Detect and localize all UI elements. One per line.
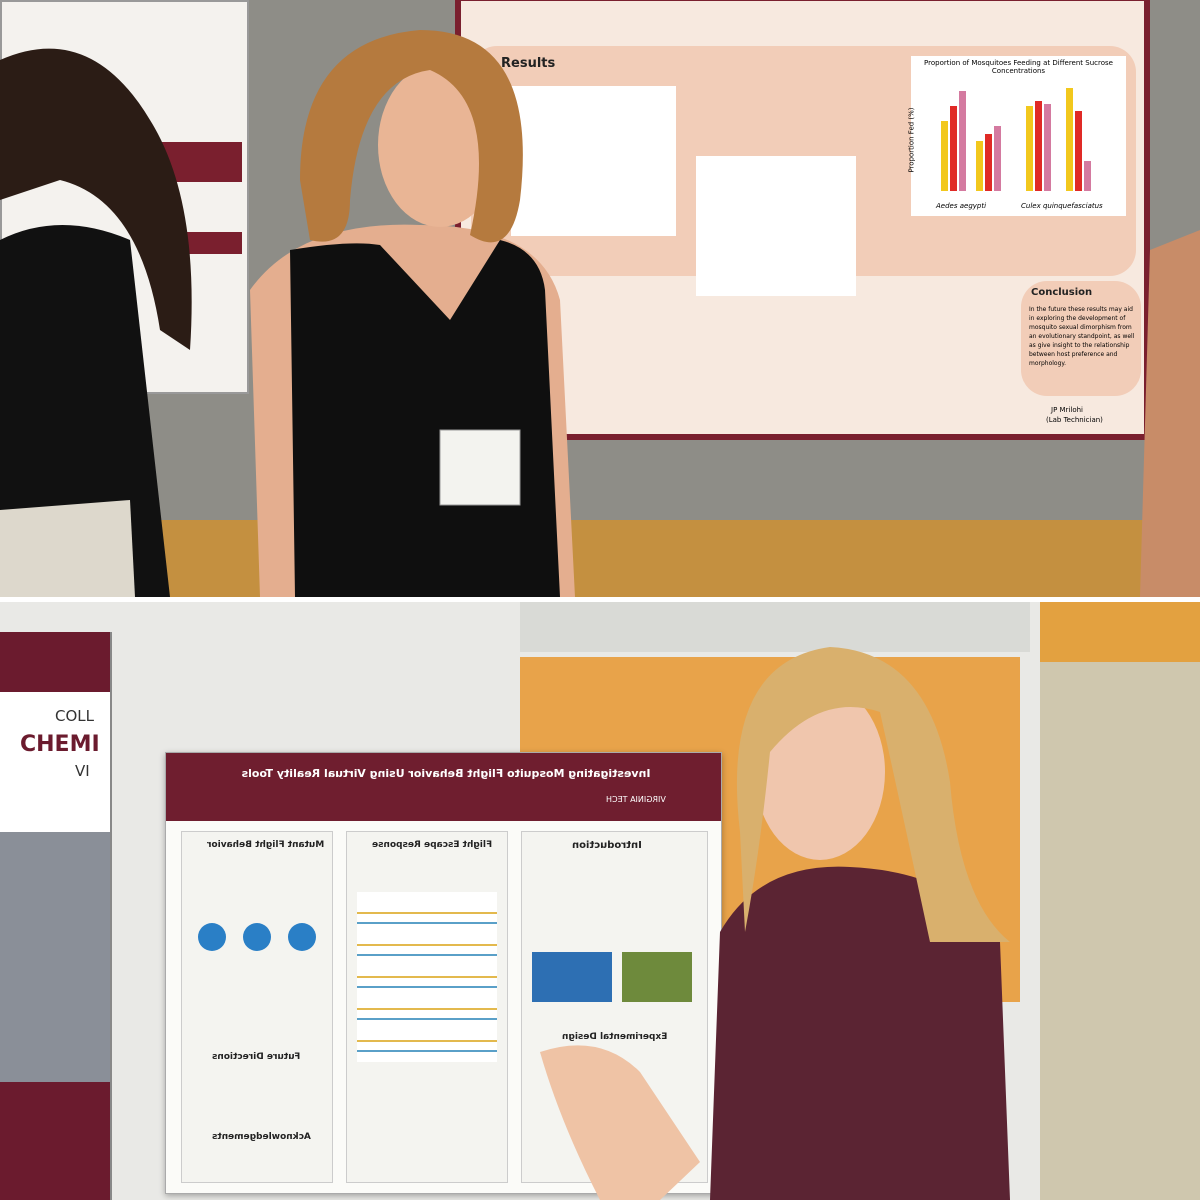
author-role: (Lab Technician) bbox=[1046, 416, 1103, 424]
figure bbox=[696, 156, 856, 296]
people bbox=[540, 647, 1010, 1200]
mosquito-photo bbox=[622, 952, 692, 1002]
center-hair bbox=[300, 30, 523, 243]
banner-text: COLL bbox=[55, 707, 94, 725]
conclusion-text: In the future these results may aid in e… bbox=[1029, 306, 1135, 367]
left-pants bbox=[0, 500, 135, 597]
section-heading: Results bbox=[501, 56, 556, 71]
top-photo: Results Proportion of Mosquitoes Feeding… bbox=[0, 0, 1200, 597]
figure-part bbox=[243, 923, 271, 951]
banner-text: VI bbox=[75, 762, 90, 780]
banner-text: CHEMI bbox=[20, 732, 100, 757]
bars-part bbox=[1075, 111, 1082, 191]
bar-drawing bbox=[941, 88, 1091, 191]
axis-label: Culex quinquefasciatus bbox=[1021, 202, 1103, 210]
banner-photo bbox=[0, 832, 110, 1082]
figure-part bbox=[288, 923, 316, 951]
research-poster: Results Proportion of Mosquitoes Feeding… bbox=[455, 0, 1150, 440]
bars-part bbox=[1044, 104, 1051, 191]
poster-header: Investigating Mosquito Flight Behavior U… bbox=[166, 753, 721, 821]
bars-part bbox=[1026, 106, 1033, 191]
bars-part bbox=[950, 106, 957, 191]
figure-part bbox=[198, 923, 226, 951]
name-badge bbox=[439, 429, 521, 506]
ceiling bbox=[520, 602, 1030, 652]
right-person bbox=[1140, 230, 1200, 597]
author: JP Mrilohi bbox=[1051, 406, 1083, 414]
section-heading: Conclusion bbox=[1031, 287, 1093, 298]
left-hair bbox=[0, 48, 192, 351]
wall bbox=[1040, 602, 1200, 1200]
presenter-top bbox=[710, 866, 1010, 1200]
bars-part bbox=[1035, 101, 1042, 191]
bar-figure: Proportion of Mosquitoes Feeding at Diff… bbox=[908, 56, 1126, 216]
presenter-hands bbox=[540, 1045, 700, 1200]
center-top bbox=[290, 240, 560, 597]
conclusion-panel: Conclusion In the future these results m… bbox=[1021, 281, 1141, 396]
banner-band bbox=[0, 1082, 110, 1200]
bars-part bbox=[1066, 88, 1073, 191]
poster-column: Flight Escape Response bbox=[346, 831, 508, 1183]
bars-part bbox=[985, 134, 992, 191]
people bbox=[0, 30, 1200, 597]
figure bbox=[198, 923, 316, 951]
poster-column: Mutant Flight Behavior Future Directions… bbox=[181, 831, 333, 1183]
banner-band bbox=[0, 632, 110, 692]
figure-title: Proportion of Mosquitoes Feeding at Diff… bbox=[924, 59, 1113, 75]
bars-part bbox=[959, 91, 966, 191]
bars-part bbox=[941, 121, 948, 191]
bottom-photo: COLL CHEMI VI Investigating Mosquito Fli… bbox=[0, 602, 1200, 1200]
figure bbox=[511, 86, 676, 236]
bars bbox=[941, 88, 1091, 191]
figure bbox=[357, 892, 497, 1062]
banner: COLL CHEMI VI bbox=[0, 632, 112, 1200]
map-figure bbox=[532, 952, 612, 1002]
bars-part bbox=[1084, 161, 1091, 191]
bars-part bbox=[976, 141, 983, 191]
wood-rail bbox=[0, 520, 1200, 597]
results-panel: Results Proportion of Mosquitoes Feeding… bbox=[471, 46, 1136, 296]
presenter-hair bbox=[736, 647, 1010, 942]
bars-part bbox=[994, 126, 1001, 191]
axis-label: Aedes aegypti bbox=[936, 202, 987, 210]
wood-trim bbox=[1040, 602, 1200, 662]
